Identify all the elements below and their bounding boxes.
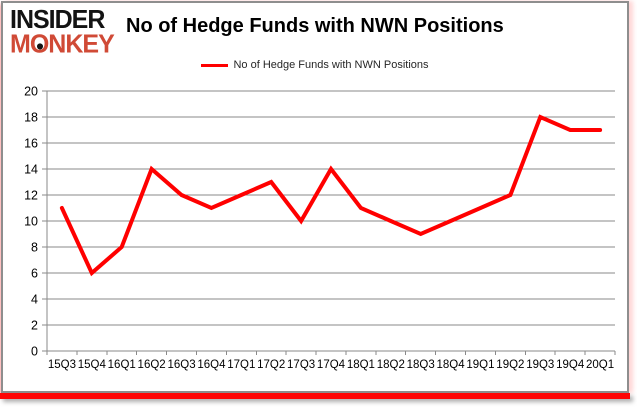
y-tick-label: 18 bbox=[24, 111, 38, 125]
y-tick-label: 16 bbox=[24, 137, 38, 151]
x-tick-label: 16Q1 bbox=[108, 359, 136, 371]
logo-line1: INSIDER bbox=[10, 4, 105, 34]
legend: No of Hedge Funds with NWN Positions bbox=[3, 59, 627, 71]
x-tick-label: 18Q1 bbox=[347, 359, 375, 371]
x-tick-label: 18Q3 bbox=[407, 359, 435, 371]
logo-monkey-o: O bbox=[29, 29, 49, 59]
y-tick-label: 10 bbox=[24, 215, 38, 229]
plot-area: 0 2 4 6 8 10 12 14 16 18 20 15Q3 15Q4 16Q1 16Q2 16Q3 16Q… bbox=[3, 79, 627, 392]
y-tick-label: 4 bbox=[31, 293, 38, 307]
line-chart: 0 2 4 6 8 10 12 14 16 18 20 15Q3 15Q4 16Q1 16Q2 16Q3 16Q… bbox=[24, 85, 616, 371]
y-tick-label: 2 bbox=[31, 319, 38, 333]
insider-monkey-logo: INSIDER MONKEY bbox=[10, 4, 115, 59]
series-line bbox=[59, 114, 603, 277]
y-tick-label: 12 bbox=[24, 189, 38, 203]
x-tick-label: 15Q3 bbox=[48, 359, 76, 371]
x-tick-label: 17Q2 bbox=[257, 359, 285, 371]
x-tick-label: 19Q3 bbox=[526, 359, 554, 371]
chart-widget: INSIDER MONKEY No of Hedge Funds with NW… bbox=[1, 1, 629, 393]
x-tick-label: 19Q4 bbox=[556, 359, 585, 371]
x-tick-label: 17Q3 bbox=[287, 359, 315, 371]
legend-label: No of Hedge Funds with NWN Positions bbox=[233, 59, 429, 71]
x-tick-label: 15Q4 bbox=[78, 359, 107, 371]
x-tick-label: 16Q3 bbox=[167, 359, 195, 371]
x-tick-label: 16Q4 bbox=[197, 359, 226, 371]
y-tick-label: 14 bbox=[24, 163, 38, 177]
logo-line2: MONKEY bbox=[10, 29, 115, 59]
y-tick-label: 8 bbox=[31, 241, 38, 255]
x-tick-label: 18Q4 bbox=[437, 359, 466, 371]
bottom-red-band bbox=[0, 393, 630, 399]
legend-line-swatch bbox=[201, 64, 229, 67]
y-tick-label: 20 bbox=[24, 85, 38, 99]
x-tick-label: 16Q2 bbox=[138, 359, 166, 371]
y-tick-label: 6 bbox=[31, 267, 38, 281]
y-tick-label: 0 bbox=[31, 345, 38, 359]
x-tick-label: 19Q1 bbox=[466, 359, 494, 371]
x-tick-label: 19Q2 bbox=[496, 359, 524, 371]
page-title: No of Hedge Funds with NWN Positions bbox=[126, 15, 504, 37]
x-tick-label: 18Q2 bbox=[377, 359, 405, 371]
x-tick-label: 17Q4 bbox=[317, 359, 346, 371]
x-tick-label: 20Q1 bbox=[586, 359, 614, 371]
x-tick-label: 17Q1 bbox=[227, 359, 255, 371]
